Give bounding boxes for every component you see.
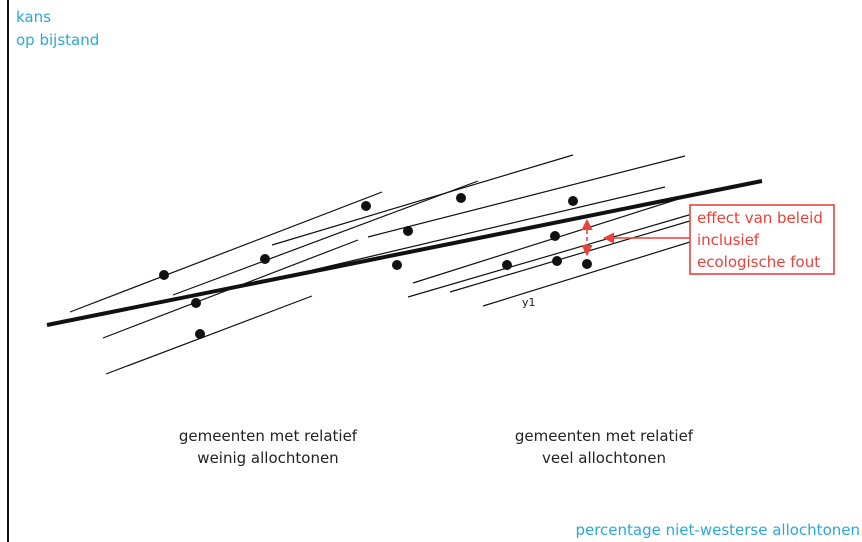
data-point [552, 256, 562, 266]
municipality-line [271, 154, 574, 246]
y1-label: y1 [522, 296, 536, 309]
callout-box [689, 204, 835, 275]
callout-line3: ecologische fout [697, 253, 820, 271]
right-group-label-line2: veel allochtonen [542, 449, 666, 467]
municipality-line [482, 232, 720, 307]
municipality-line [407, 209, 707, 298]
municipality-line [172, 180, 479, 296]
data-point [582, 259, 592, 269]
data-point [568, 196, 578, 206]
left-group-label-line1: gemeenten met relatief [179, 427, 358, 445]
data-point [191, 298, 201, 308]
data-point [502, 260, 512, 270]
data-point [550, 231, 560, 241]
y-axis-label-line2: op bijstand [16, 31, 99, 49]
callout-line1: effect van beleid [697, 209, 823, 227]
municipality-line [69, 191, 383, 313]
aggregate-line [46, 179, 763, 327]
municipality-line [367, 155, 686, 238]
right-group-label-line1: gemeenten met relatief [515, 427, 694, 445]
data-point [260, 254, 270, 264]
municipality-line [449, 214, 711, 293]
data-point [361, 201, 371, 211]
municipality-lines [69, 154, 720, 375]
municipality-line [412, 195, 689, 284]
data-points [159, 193, 592, 339]
callout-line2: inclusief [697, 231, 760, 249]
data-point [392, 260, 402, 270]
data-point [159, 270, 169, 280]
data-point [195, 329, 205, 339]
left-group-label-line2: weinig allochtonen [197, 449, 338, 467]
municipality-line [312, 186, 666, 271]
municipality-line [105, 295, 313, 375]
y-axis-label-line1: kans [16, 8, 51, 26]
data-point [403, 226, 413, 236]
x-axis-label: percentage niet-westerse allochtonen [575, 521, 860, 539]
data-point [456, 193, 466, 203]
